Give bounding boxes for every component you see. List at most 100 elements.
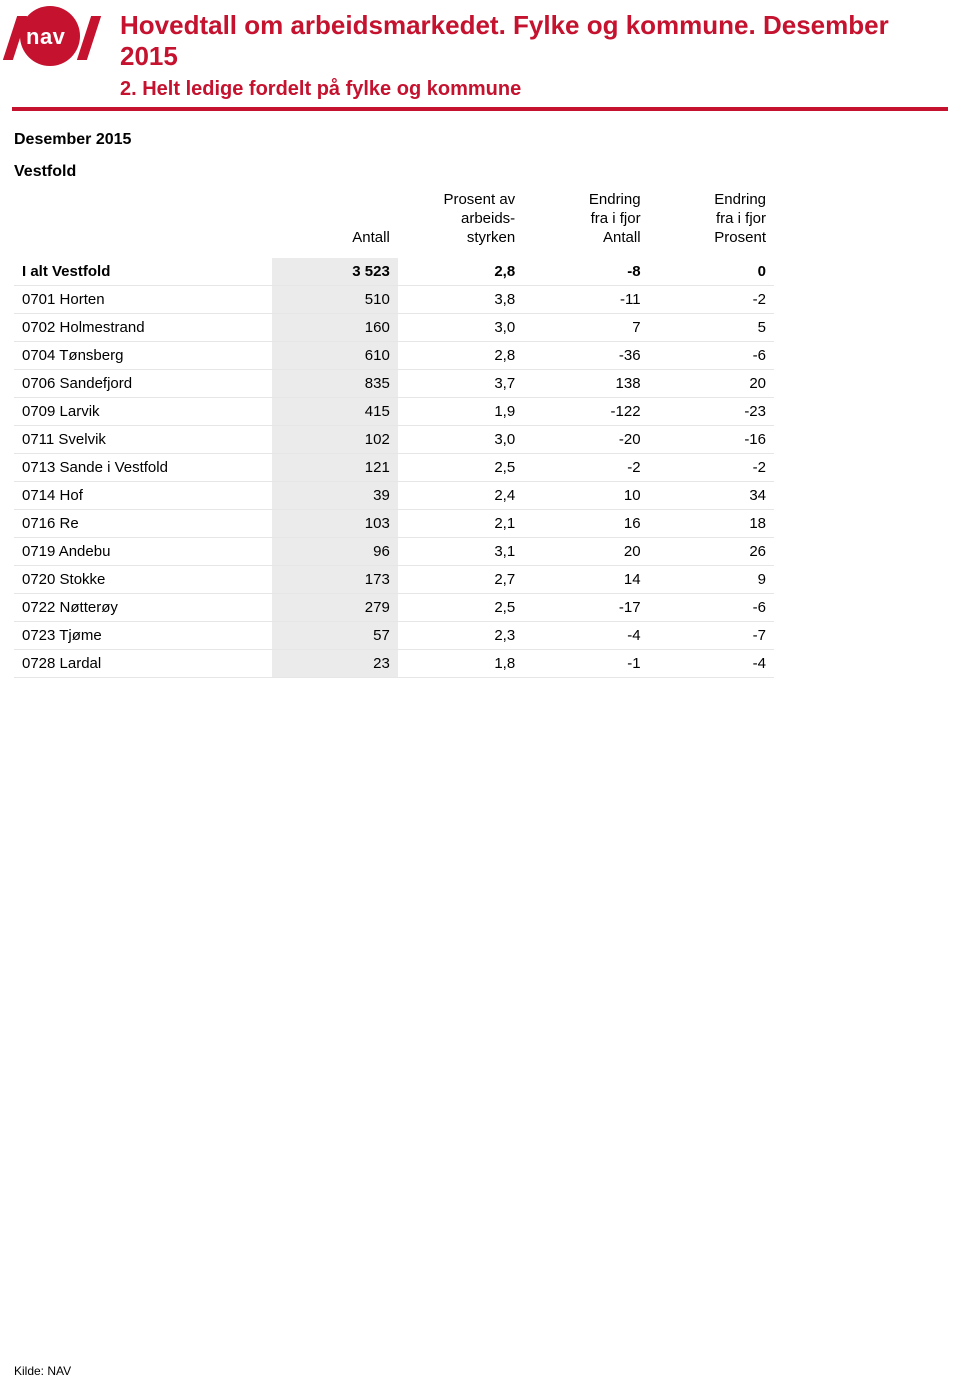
cell-endring-prosent: -6 (649, 341, 774, 369)
col-header-endring-antall: Endring fra i fjor Antall (523, 187, 648, 257)
cell-endring-antall: -17 (523, 593, 648, 621)
cell-label: 0701 Horten (14, 285, 272, 313)
page-title: Hovedtall om arbeidsmarkedet. Fylke og k… (120, 10, 948, 72)
table-row: 0720 Stokke1732,7149 (14, 565, 774, 593)
cell-endring-prosent: 5 (649, 313, 774, 341)
cell-endring-antall: -122 (523, 397, 648, 425)
cell-prosent: 1,9 (398, 397, 523, 425)
cell-endring-antall: 138 (523, 369, 648, 397)
col-header-label (14, 187, 272, 257)
cell-endring-prosent: 0 (649, 258, 774, 286)
cell-label: 0714 Hof (14, 481, 272, 509)
cell-prosent: 1,8 (398, 649, 523, 677)
cell-label: 0702 Holmestrand (14, 313, 272, 341)
table-row: 0701 Horten5103,8-11-2 (14, 285, 774, 313)
cell-antall: 121 (272, 453, 397, 481)
cell-endring-antall: 20 (523, 537, 648, 565)
cell-label: 0713 Sande i Vestfold (14, 453, 272, 481)
cell-label: 0720 Stokke (14, 565, 272, 593)
region-label: Vestfold (14, 163, 946, 181)
cell-prosent: 3,0 (398, 425, 523, 453)
cell-prosent: 3,1 (398, 537, 523, 565)
cell-endring-prosent: -23 (649, 397, 774, 425)
cell-endring-antall: -1 (523, 649, 648, 677)
cell-label: 0704 Tønsberg (14, 341, 272, 369)
data-table: Antall Prosent av arbeids- styrken Endri… (14, 187, 774, 677)
table-row: 0702 Holmestrand1603,075 (14, 313, 774, 341)
cell-antall: 173 (272, 565, 397, 593)
cell-label: 0711 Svelvik (14, 425, 272, 453)
table-row: 0704 Tønsberg6102,8-36-6 (14, 341, 774, 369)
cell-label: 0719 Andebu (14, 537, 272, 565)
cell-prosent: 2,5 (398, 453, 523, 481)
cell-prosent: 2,5 (398, 593, 523, 621)
cell-endring-antall: 10 (523, 481, 648, 509)
cell-endring-antall: 7 (523, 313, 648, 341)
nav-logo: nav (12, 10, 100, 66)
cell-prosent: 3,8 (398, 285, 523, 313)
table-row: 0728 Lardal231,8-1-4 (14, 649, 774, 677)
table-row: 0714 Hof392,41034 (14, 481, 774, 509)
cell-antall: 96 (272, 537, 397, 565)
table-row: 0722 Nøtterøy2792,5-17-6 (14, 593, 774, 621)
cell-prosent: 2,8 (398, 341, 523, 369)
table-row: 0711 Svelvik1023,0-20-16 (14, 425, 774, 453)
cell-endring-antall: -4 (523, 621, 648, 649)
table-body: I alt Vestfold3 5232,8-800701 Horten5103… (14, 258, 774, 678)
cell-endring-prosent: 9 (649, 565, 774, 593)
table-row: 0723 Tjøme572,3-4-7 (14, 621, 774, 649)
table-row: I alt Vestfold3 5232,8-80 (14, 258, 774, 286)
cell-prosent: 2,7 (398, 565, 523, 593)
cell-antall: 415 (272, 397, 397, 425)
cell-endring-prosent: -2 (649, 285, 774, 313)
cell-antall: 610 (272, 341, 397, 369)
cell-endring-prosent: 20 (649, 369, 774, 397)
page-header: nav Hovedtall om arbeidsmarkedet. Fylke … (0, 0, 960, 107)
cell-endring-antall: -20 (523, 425, 648, 453)
table-row: 0713 Sande i Vestfold1212,5-2-2 (14, 453, 774, 481)
cell-endring-prosent: 34 (649, 481, 774, 509)
cell-label: 0706 Sandefjord (14, 369, 272, 397)
cell-antall: 23 (272, 649, 397, 677)
content: Desember 2015 Vestfold Antall Prosent av… (0, 111, 960, 677)
cell-prosent: 3,0 (398, 313, 523, 341)
header-text-block: Hovedtall om arbeidsmarkedet. Fylke og k… (120, 8, 948, 107)
cell-endring-antall: -11 (523, 285, 648, 313)
footer-source: Kilde: NAV (14, 1364, 71, 1378)
cell-prosent: 2,8 (398, 258, 523, 286)
cell-endring-prosent: -6 (649, 593, 774, 621)
col-header-prosent: Prosent av arbeids- styrken (398, 187, 523, 257)
cell-label: 0728 Lardal (14, 649, 272, 677)
cell-prosent: 2,4 (398, 481, 523, 509)
cell-prosent: 3,7 (398, 369, 523, 397)
cell-endring-prosent: -4 (649, 649, 774, 677)
cell-endring-antall: 16 (523, 509, 648, 537)
cell-antall: 3 523 (272, 258, 397, 286)
cell-prosent: 2,1 (398, 509, 523, 537)
cell-antall: 57 (272, 621, 397, 649)
cell-endring-antall: -36 (523, 341, 648, 369)
cell-antall: 510 (272, 285, 397, 313)
cell-label: I alt Vestfold (14, 258, 272, 286)
cell-endring-prosent: 18 (649, 509, 774, 537)
cell-label: 0723 Tjøme (14, 621, 272, 649)
cell-prosent: 2,3 (398, 621, 523, 649)
table-row: 0716 Re1032,11618 (14, 509, 774, 537)
period-label: Desember 2015 (14, 131, 946, 149)
cell-antall: 39 (272, 481, 397, 509)
col-header-endring-prosent: Endring fra i fjor Prosent (649, 187, 774, 257)
cell-antall: 835 (272, 369, 397, 397)
cell-antall: 160 (272, 313, 397, 341)
table-row: 0709 Larvik4151,9-122-23 (14, 397, 774, 425)
table-row: 0719 Andebu963,12026 (14, 537, 774, 565)
logo-text: nav (26, 24, 65, 50)
cell-label: 0722 Nøtterøy (14, 593, 272, 621)
cell-endring-antall: -2 (523, 453, 648, 481)
logo-slash-right (77, 16, 101, 60)
cell-endring-prosent: 26 (649, 537, 774, 565)
cell-endring-prosent: -2 (649, 453, 774, 481)
cell-antall: 103 (272, 509, 397, 537)
cell-endring-antall: -8 (523, 258, 648, 286)
cell-endring-prosent: -7 (649, 621, 774, 649)
page-subtitle: 2. Helt ledige fordelt på fylke og kommu… (120, 78, 948, 101)
